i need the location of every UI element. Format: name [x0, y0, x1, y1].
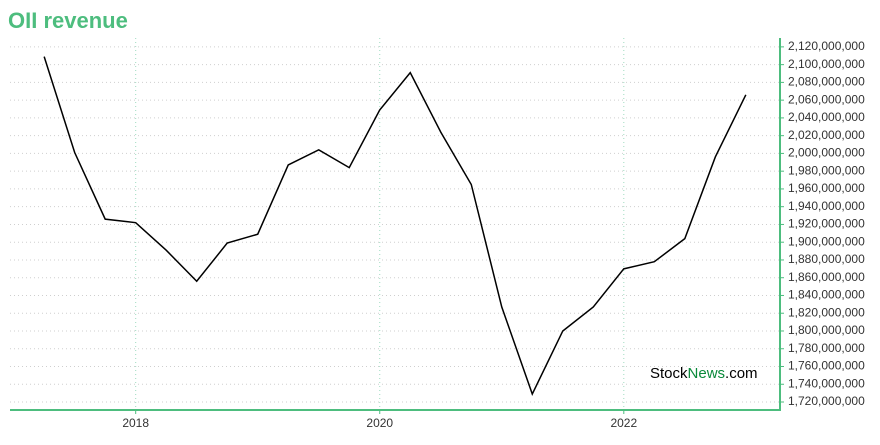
data-line [43, 56, 747, 396]
y-tick-label: 1,900,000,000 [788, 234, 865, 248]
x-tick-label: 2022 [610, 416, 637, 430]
y-tick-label: 2,020,000,000 [788, 128, 865, 142]
y-tick-label: 1,920,000,000 [788, 217, 865, 231]
y-tick-label: 1,740,000,000 [788, 376, 865, 390]
y-tick-label: 1,780,000,000 [788, 341, 865, 355]
y-tick-label: 1,860,000,000 [788, 270, 865, 284]
watermark: StockNews.com [650, 365, 758, 382]
y-tick-label: 1,820,000,000 [788, 305, 865, 319]
y-tick-label: 1,800,000,000 [788, 323, 865, 337]
y-tick-label: 1,840,000,000 [788, 288, 865, 302]
y-tick-label: 1,960,000,000 [788, 181, 865, 195]
y-tick-label: 2,040,000,000 [788, 110, 865, 124]
y-tick-label: 1,980,000,000 [788, 163, 865, 177]
y-tick-label: 1,760,000,000 [788, 359, 865, 373]
y-tick-label: 1,720,000,000 [788, 394, 865, 408]
x-tick-label: 2020 [366, 416, 393, 430]
x-tick-label: 2018 [122, 416, 149, 430]
y-tick-label: 2,120,000,000 [788, 39, 865, 53]
chart-title: OII revenue [8, 8, 128, 33]
y-tick-label: 2,080,000,000 [788, 75, 865, 89]
y-tick-label: 2,000,000,000 [788, 146, 865, 160]
y-tick-label: 1,880,000,000 [788, 252, 865, 266]
watermark-part: Stock [650, 365, 688, 382]
y-tick-label: 2,100,000,000 [788, 57, 865, 71]
watermark-part: .com [725, 365, 758, 382]
y-tick-label: 2,060,000,000 [788, 92, 865, 106]
watermark-part: News [688, 365, 726, 382]
y-tick-label: 1,940,000,000 [788, 199, 865, 213]
